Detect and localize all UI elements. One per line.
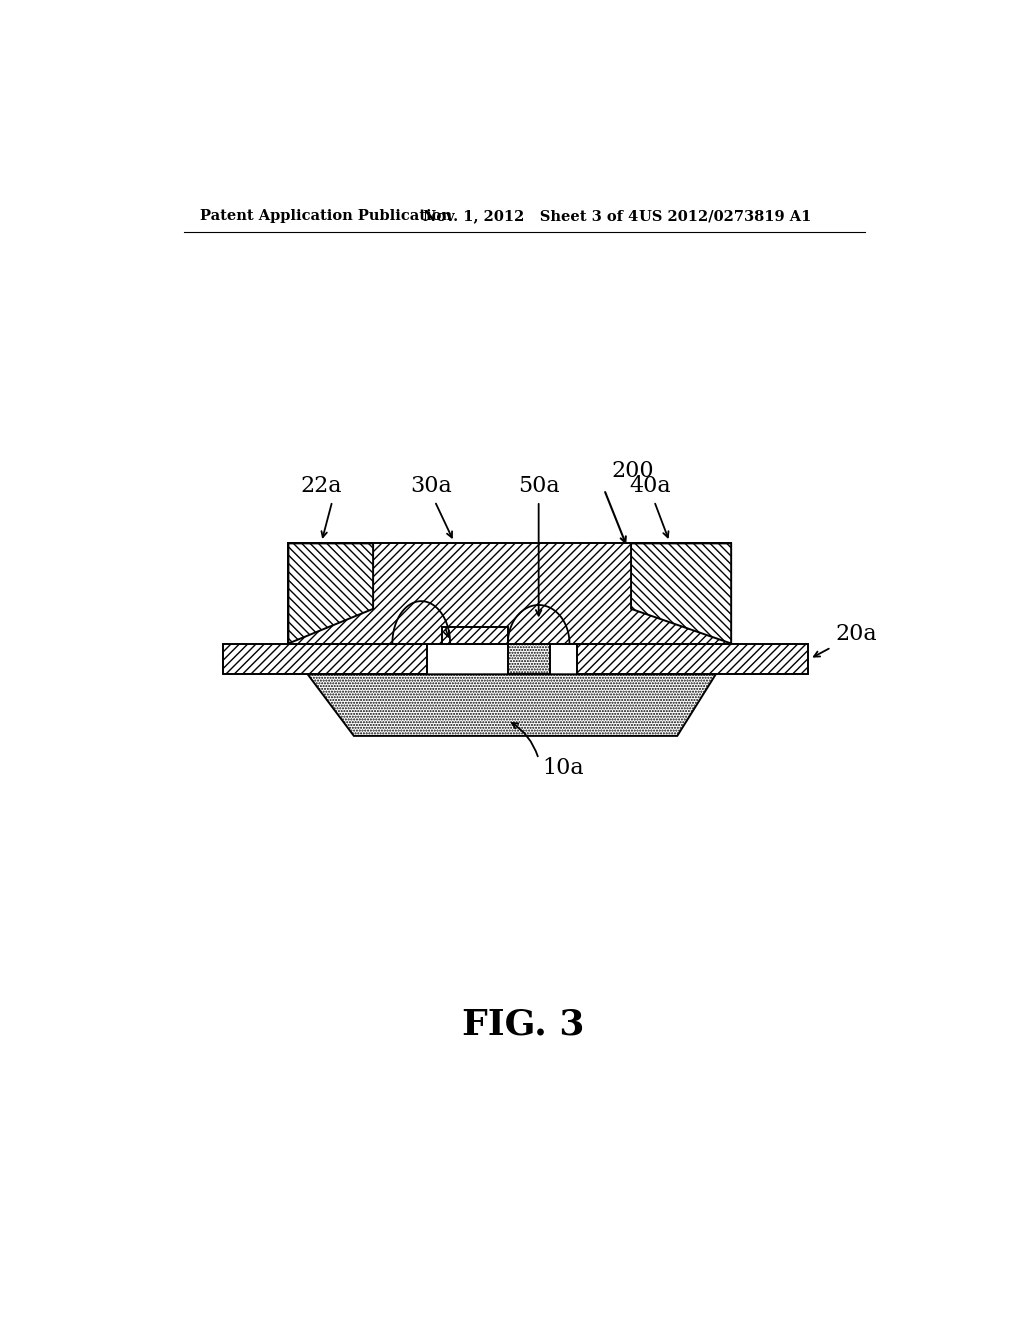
Bar (508, 644, 550, 675)
Polygon shape (631, 544, 731, 644)
Text: 22a: 22a (301, 475, 342, 498)
Text: 10a: 10a (543, 758, 584, 779)
Bar (442, 627, 508, 644)
Text: Patent Application Publication: Patent Application Publication (200, 209, 452, 223)
Bar (578, 644, 808, 675)
Text: FIG. 3: FIG. 3 (462, 1007, 584, 1041)
Text: US 2012/0273819 A1: US 2012/0273819 A1 (639, 209, 811, 223)
Text: 200: 200 (611, 459, 654, 482)
Polygon shape (307, 675, 716, 737)
Text: 40a: 40a (630, 475, 671, 498)
Text: 50a: 50a (518, 475, 559, 498)
Text: 20a: 20a (836, 623, 877, 645)
Polygon shape (289, 544, 373, 644)
Text: 30a: 30a (410, 475, 452, 498)
Bar (289, 544, 731, 644)
Bar (223, 644, 427, 675)
Text: Nov. 1, 2012   Sheet 3 of 4: Nov. 1, 2012 Sheet 3 of 4 (423, 209, 638, 223)
